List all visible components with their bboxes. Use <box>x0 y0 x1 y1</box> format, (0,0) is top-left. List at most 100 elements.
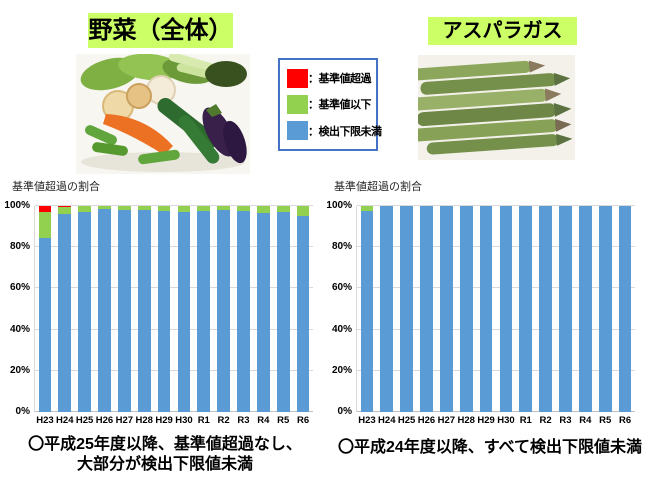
gridline <box>357 287 635 289</box>
bar-H29: H29 <box>154 206 174 426</box>
bar-segment <box>177 206 191 213</box>
x-tick-label: H23 <box>36 415 54 426</box>
bar-H29: H29 <box>476 206 496 426</box>
bar-H26: H26 <box>417 206 437 426</box>
bar-segment <box>598 206 612 412</box>
bar-segment <box>237 211 250 412</box>
y-tick-label: 40% <box>331 323 352 335</box>
bar-R6: R6 <box>293 206 313 426</box>
chart-asparagus: 基準値超過の割合 0% 20% 40% 60% 80% 100% H23 H24 H25 H26 H… <box>322 178 647 430</box>
y-axis-title: 基準値超過の割合 <box>334 181 422 193</box>
x-tick-label: H25 <box>75 415 94 426</box>
bar-segment <box>197 206 211 212</box>
bar-segment <box>439 206 453 412</box>
y-tick-label: 100% <box>326 200 352 211</box>
bar-H23: H23 <box>357 206 377 426</box>
bar-segment <box>380 206 394 412</box>
gridline <box>357 328 635 330</box>
bar-segment <box>296 216 310 412</box>
gridline <box>357 205 635 206</box>
gridline <box>35 287 313 289</box>
legend-label: ：検出下限未満 <box>308 125 382 138</box>
y-tick-label: 80% <box>9 241 30 253</box>
legend: ：基準値超過 ：基準値以下 ：検出下限未満 <box>278 58 382 151</box>
y-tick-label: 20% <box>331 364 352 376</box>
y-tick-label: 0% <box>337 406 352 417</box>
bar-segment <box>157 211 171 412</box>
bar-segment <box>177 212 191 412</box>
x-tick-label: H26 <box>417 415 436 426</box>
bar-segment <box>38 237 52 412</box>
x-tick-label: R1 <box>197 415 210 426</box>
bar-H24: H24 <box>377 206 397 426</box>
x-tick-label: R4 <box>257 415 270 426</box>
bar-segment <box>578 206 592 412</box>
bar-segment <box>539 206 552 412</box>
bar-segment <box>38 212 52 238</box>
bar-segment <box>217 206 230 211</box>
bar-R3: R3 <box>234 206 254 426</box>
gridline <box>357 411 635 412</box>
x-tick-label: R5 <box>277 415 290 426</box>
bar-segment <box>78 212 91 412</box>
bar-segment <box>296 206 310 217</box>
bar-R2: R2 <box>214 206 234 426</box>
bar-segment <box>237 206 250 212</box>
bar-H24: H24 <box>55 206 75 426</box>
bar-R1: R1 <box>194 206 214 426</box>
bar-segment <box>420 206 433 412</box>
y-tick-label: 60% <box>9 282 30 294</box>
bar-H26: H26 <box>95 206 115 426</box>
x-tick-label: H26 <box>95 415 114 426</box>
bar-segment <box>499 206 513 412</box>
bar-R5: R5 <box>595 206 615 426</box>
x-tick-label: R3 <box>559 415 572 426</box>
legend-green-swatch-icon <box>287 94 308 114</box>
y-tick-label: 80% <box>331 241 352 253</box>
bar-R1: R1 <box>516 206 536 426</box>
bar-H28: H28 <box>456 206 476 426</box>
x-tick-label: H30 <box>497 415 515 426</box>
bar-segment <box>157 206 171 212</box>
legend-label: ：基準値超過 <box>308 73 372 86</box>
legend-item-below: ：基準値以下 <box>287 94 376 114</box>
bar-segment <box>58 206 72 208</box>
legend-item-under-limit: ：検出下限未満 <box>287 121 382 141</box>
x-tick-label: H28 <box>135 415 153 426</box>
bar-segment <box>360 211 374 412</box>
bar-R4: R4 <box>575 206 595 426</box>
x-tick-label: R2 <box>217 415 230 426</box>
plot-area-asparagus: 0% 20% 40% 60% 80% 100% H23 H24 H25 H26 H27 H28 H29 H… <box>326 200 635 426</box>
bar-segment <box>256 206 270 214</box>
y-tick-label: 20% <box>9 364 30 376</box>
x-tick-label: H27 <box>437 415 456 426</box>
x-tick-label: R5 <box>599 415 612 426</box>
bar-H27: H27 <box>114 206 134 426</box>
x-tick-label: R3 <box>237 415 250 426</box>
x-tick-label: R6 <box>618 415 632 426</box>
gridline <box>35 246 313 248</box>
bar-segment <box>98 209 111 412</box>
asparagus-title: アスパラガス <box>428 17 577 45</box>
bar-R5: R5 <box>273 206 293 426</box>
asparagus-photo <box>418 55 575 160</box>
bar-segment <box>137 206 151 211</box>
x-tick-label: H30 <box>175 415 193 426</box>
bar-segment <box>117 206 131 211</box>
bar-segment <box>400 206 413 412</box>
bar-segment <box>217 210 230 412</box>
bar-segment <box>197 211 211 412</box>
vegetables-title: 野菜（全体） <box>88 13 233 48</box>
bar-segment <box>276 212 290 412</box>
y-tick-label: 40% <box>9 323 30 335</box>
x-tick-label: H25 <box>397 415 416 426</box>
bar-R4: R4 <box>253 206 273 426</box>
bar-segment <box>58 214 72 412</box>
bar-segment <box>360 206 374 212</box>
bar-H25: H25 <box>75 206 95 426</box>
gridline <box>357 369 635 371</box>
bar-segment <box>519 206 533 412</box>
x-tick-label: H29 <box>155 415 173 426</box>
vegetables-photo <box>76 54 250 174</box>
